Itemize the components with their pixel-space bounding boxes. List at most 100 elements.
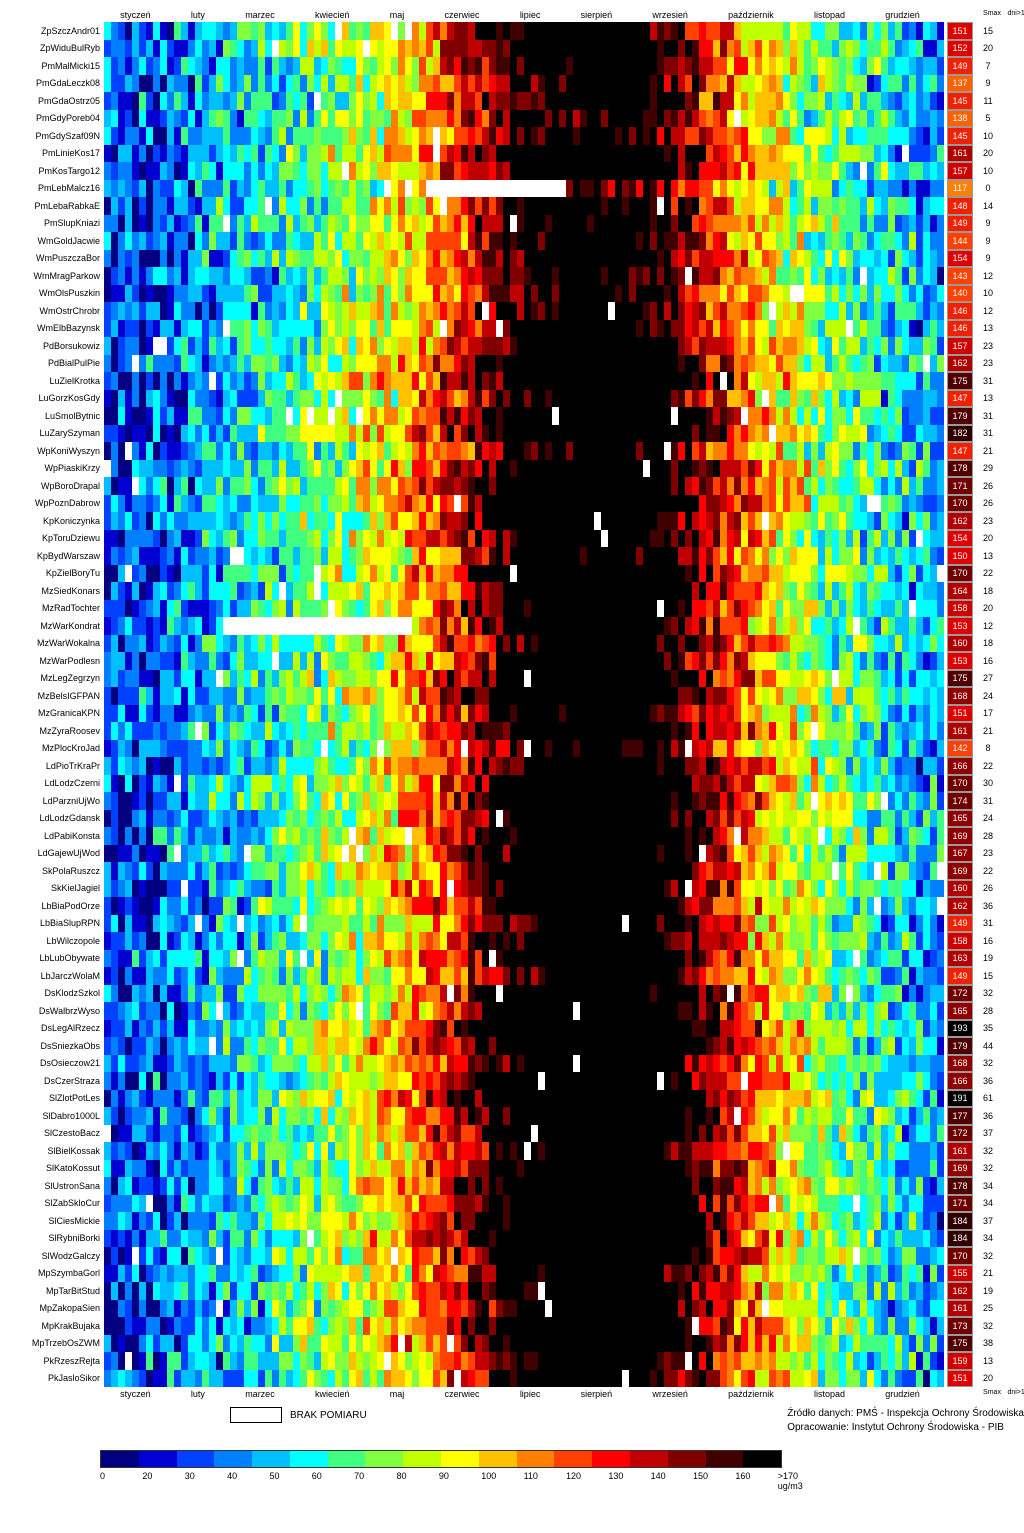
- dni-value: 20: [976, 603, 1000, 613]
- station-label: SkKielJagiel: [10, 883, 104, 893]
- station-row: LdPabiKonsta16928: [10, 827, 1024, 845]
- heatmap-cells: [104, 687, 944, 705]
- station-row: KpKoniczynka16223: [10, 512, 1024, 530]
- station-row: MzWarWokalna16018: [10, 635, 1024, 653]
- heatmap-cells: [104, 880, 944, 898]
- station-label: LdParzniUjWo: [10, 796, 104, 806]
- station-label: SlDabro1000L: [10, 1111, 104, 1121]
- heatmap-cells: [104, 1037, 944, 1055]
- smax-value: 160: [947, 880, 973, 898]
- heatmap-cells: [104, 425, 944, 443]
- station-label: SlCzestoBacz: [10, 1128, 104, 1138]
- station-label: ZpSzczAndr01: [10, 26, 104, 36]
- station-label: LuGorzKosGdy: [10, 393, 104, 403]
- smax-value: 169: [947, 1160, 973, 1178]
- scale-tick-label: 160: [735, 1471, 777, 1491]
- dni-value: 20: [976, 148, 1000, 158]
- station-label: PmLebaRabkaE: [10, 201, 104, 211]
- month-label: sierpień: [581, 1389, 613, 1399]
- station-row: WmOstrChrobr14612: [10, 302, 1024, 320]
- station-row: LdGajewUjWod16723: [10, 845, 1024, 863]
- heatmap-cells: [104, 1247, 944, 1265]
- dni-value: 9: [976, 236, 1000, 246]
- month-label: czerwiec: [445, 10, 480, 20]
- heatmap-cells: [104, 180, 944, 198]
- dni-value: 26: [976, 481, 1000, 491]
- dni-value: 12: [976, 306, 1000, 316]
- heatmap-cells: [104, 460, 944, 478]
- smax-value: 137: [947, 75, 973, 93]
- heatmap-cells: [104, 302, 944, 320]
- dni-value: 29: [976, 463, 1000, 473]
- station-label: DsWalbrzWyso: [10, 1006, 104, 1016]
- smax-footer: Smax dni>120: [978, 1389, 1024, 1396]
- scale-tick-label: 40: [227, 1471, 269, 1491]
- smax-value: 157: [947, 337, 973, 355]
- heatmap-cells: [104, 932, 944, 950]
- heatmap-cells: [104, 1317, 944, 1335]
- heatmap-cells: [104, 1370, 944, 1388]
- month-label: grudzień: [885, 10, 920, 20]
- scale-segment: [252, 1451, 290, 1467]
- smax-value: 149: [947, 967, 973, 985]
- station-row: LbWilczopole15816: [10, 932, 1024, 950]
- heatmap-cells: [104, 267, 944, 285]
- station-row: PmMalMicki151497: [10, 57, 1024, 75]
- smax-value: 163: [947, 950, 973, 968]
- dni-value: 12: [976, 621, 1000, 631]
- heatmap-cells: [104, 57, 944, 75]
- station-label: DsOsieczow21: [10, 1058, 104, 1068]
- month-label: styczeń: [120, 10, 151, 20]
- station-label: MzZyraRoosev: [10, 726, 104, 736]
- scale-segment: [214, 1451, 252, 1467]
- station-row: WmGoldJacwie1449: [10, 232, 1024, 250]
- station-row: SlUstronSana17834: [10, 1177, 1024, 1195]
- smax-value: 172: [947, 985, 973, 1003]
- month-label: grudzień: [885, 1389, 920, 1399]
- smax-value: 161: [947, 1300, 973, 1318]
- dni-value: 30: [976, 778, 1000, 788]
- station-row: MpTarBitStud16219: [10, 1282, 1024, 1300]
- station-row: LdLodzCzerni17030: [10, 775, 1024, 793]
- heatmap-cells: [104, 670, 944, 688]
- station-row: DsCzerStraza16636: [10, 1072, 1024, 1090]
- station-row: WpKoniWyszyn14721: [10, 442, 1024, 460]
- station-label: SlCiesMickie: [10, 1216, 104, 1226]
- scale-tick-label: 140: [651, 1471, 693, 1491]
- smax-value: 175: [947, 1335, 973, 1353]
- heatmap-cells: [104, 320, 944, 338]
- scale-segment: [668, 1451, 706, 1467]
- station-row: SlZabSkloCur17134: [10, 1195, 1024, 1213]
- station-label: LbBiaSlupRPN: [10, 918, 104, 928]
- station-row: PmGdaOstrz0514511: [10, 92, 1024, 110]
- station-label: LdGajewUjWod: [10, 848, 104, 858]
- station-row: SkKielJagiel16026: [10, 880, 1024, 898]
- station-label: ZpWiduBulRyb: [10, 43, 104, 53]
- station-label: PdBorsukowiz: [10, 341, 104, 351]
- scale-tick-label: 70: [354, 1471, 396, 1491]
- heatmap-cells: [104, 1300, 944, 1318]
- heatmap-cells: [104, 1142, 944, 1160]
- dni-value: 16: [976, 656, 1000, 666]
- smax-value: 161: [947, 722, 973, 740]
- dni-value: 31: [976, 411, 1000, 421]
- heatmap-cells: [104, 1177, 944, 1195]
- scale-tick-label: 20: [142, 1471, 184, 1491]
- dni-value: 11: [976, 96, 1000, 106]
- smax-value: 158: [947, 932, 973, 950]
- station-row: WpBoroDrapal17126: [10, 477, 1024, 495]
- source-line-2: Opracowanie: Instytut Ochrony Środowiska…: [787, 1421, 1024, 1435]
- heatmap-cells: [104, 950, 944, 968]
- smax-value: 170: [947, 1247, 973, 1265]
- heatmap-cells: [104, 1002, 944, 1020]
- scale-segment: [101, 1451, 139, 1467]
- station-row: PmLebMalcz161170: [10, 180, 1024, 198]
- heatmap-cells: [104, 652, 944, 670]
- station-row: LdPioTrKraPr16622: [10, 757, 1024, 775]
- dni-value: 21: [976, 446, 1000, 456]
- station-label: KpBydWarszaw: [10, 551, 104, 561]
- smax-value: 161: [947, 1142, 973, 1160]
- missing-data-legend: BRAK POMIARU: [230, 1407, 367, 1423]
- heatmap-cells: [104, 40, 944, 58]
- station-row: SlCiesMickie18437: [10, 1212, 1024, 1230]
